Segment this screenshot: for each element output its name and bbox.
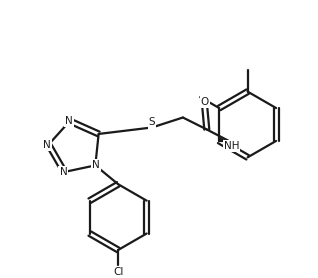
Text: Cl: Cl xyxy=(113,267,123,277)
Text: N: N xyxy=(65,116,73,126)
Text: S: S xyxy=(149,118,155,128)
Text: N: N xyxy=(59,167,67,177)
Text: O: O xyxy=(201,96,209,106)
Text: NH: NH xyxy=(224,142,239,152)
Text: N: N xyxy=(93,160,100,170)
Text: N: N xyxy=(43,140,51,150)
